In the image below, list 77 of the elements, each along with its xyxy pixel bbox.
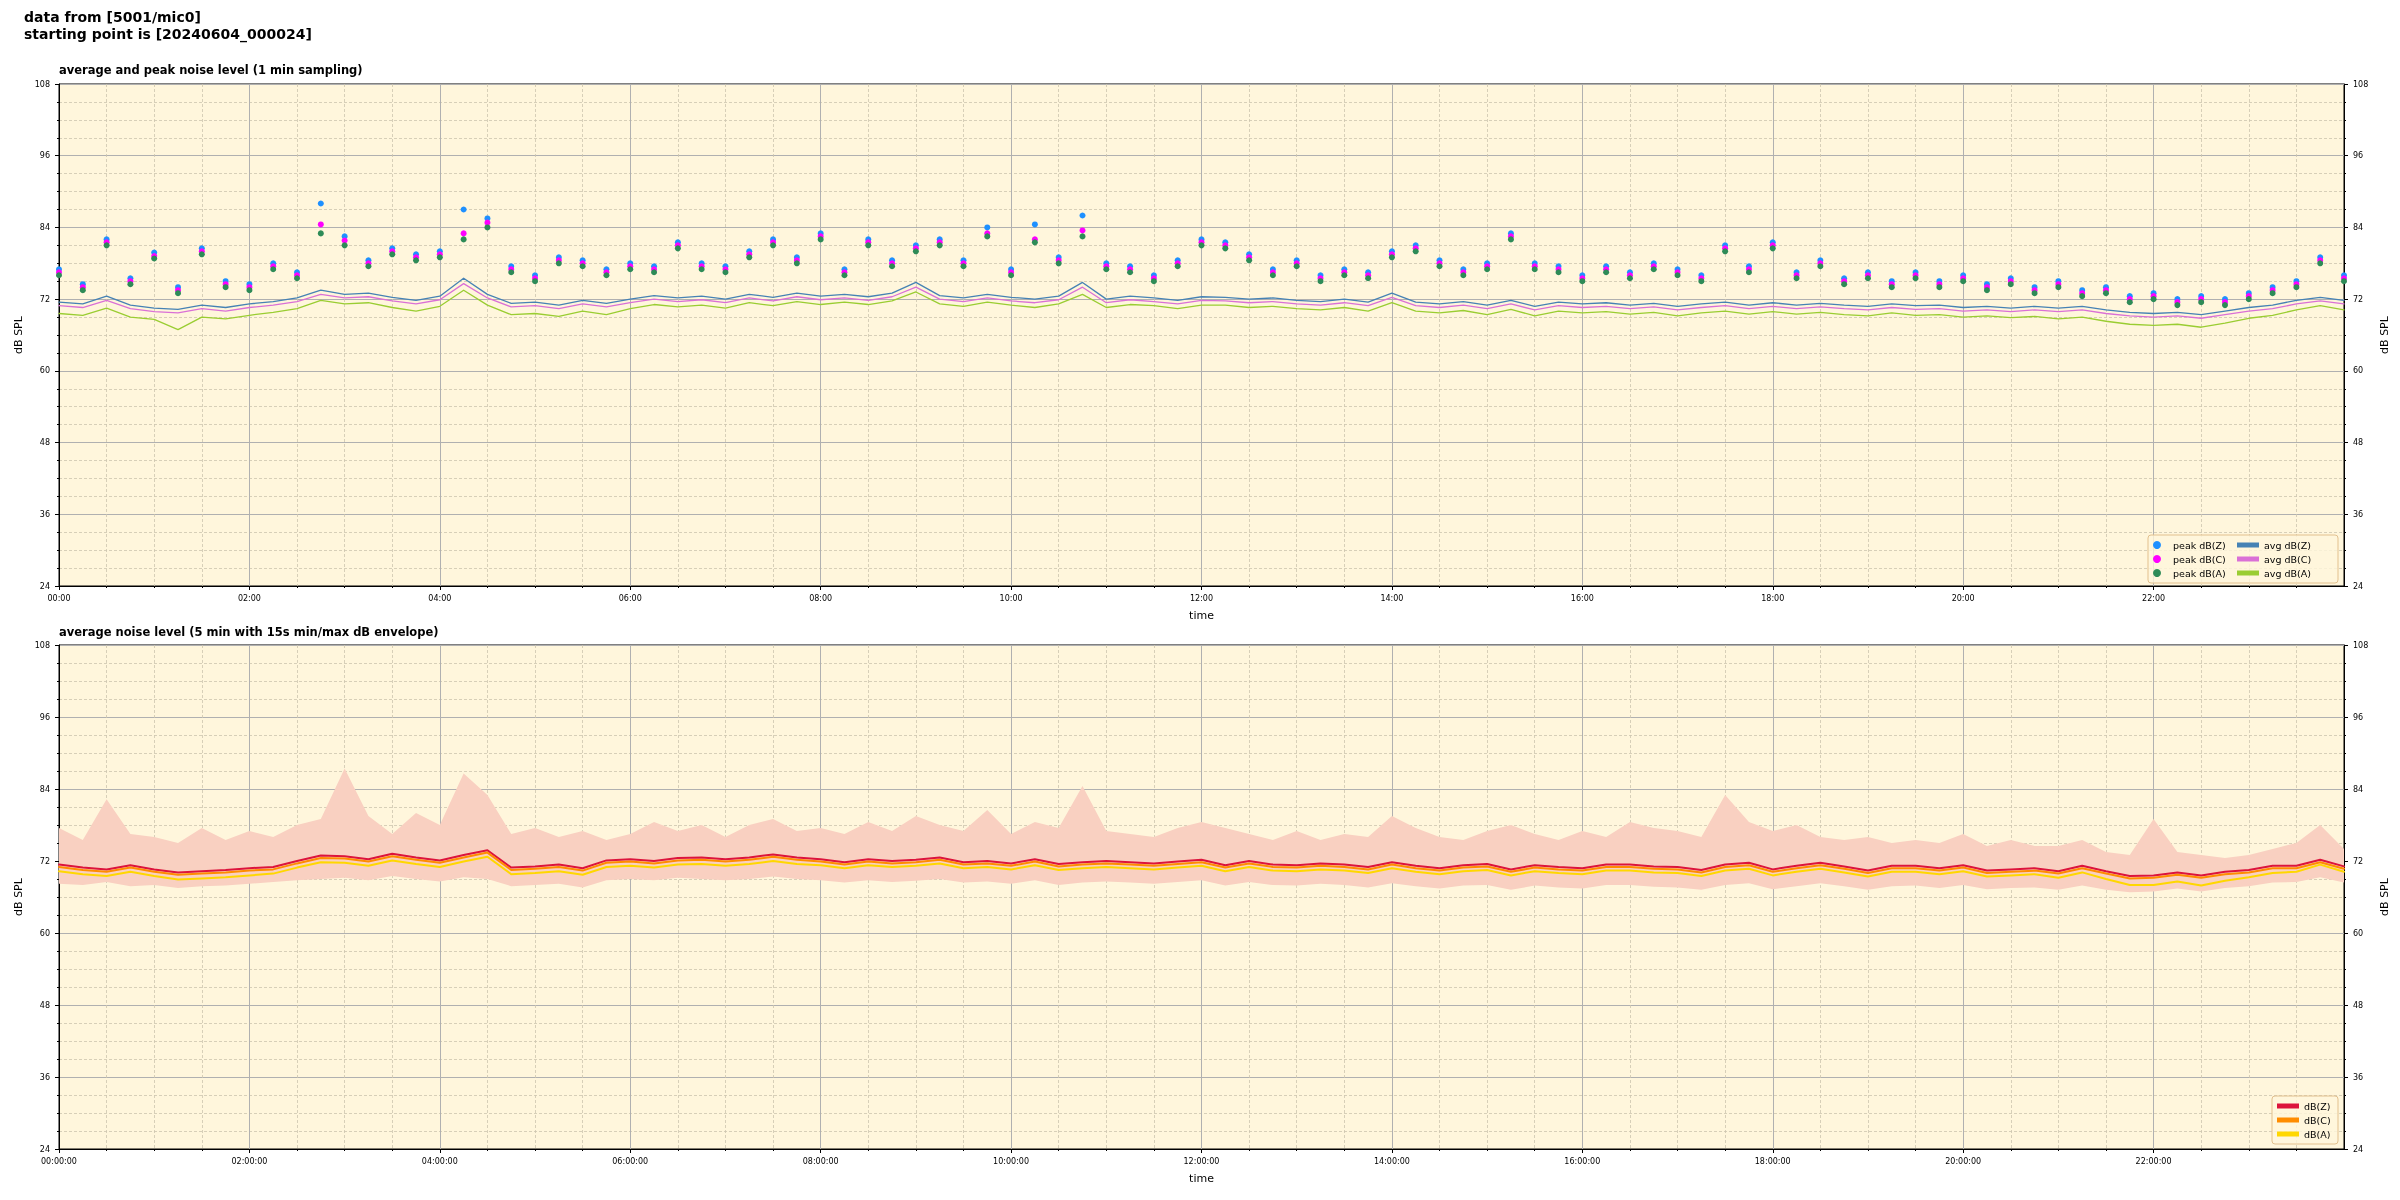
- x-tick-label: 00:00:00: [41, 1156, 77, 1166]
- x-tick-label: 16:00: [1570, 593, 1594, 603]
- chart-title: average and peak noise level (1 min sampling): [59, 63, 363, 77]
- x-tick-label: 16:00:00: [1564, 1156, 1601, 1166]
- y-tick-label: 96: [39, 151, 50, 161]
- y2-tick-label: 60: [2353, 928, 2364, 938]
- y-axis-title: dB SPL: [11, 315, 25, 354]
- x-tick-label: 02:00:00: [231, 1156, 268, 1166]
- x-tick-label: 04:00:00: [421, 1156, 458, 1166]
- x-tick-label: 12:00: [1189, 593, 1214, 603]
- y-tick-label: 84: [39, 784, 50, 794]
- x-tick-label: 02:00: [237, 593, 261, 603]
- y2-tick-label: 36: [2353, 509, 2364, 519]
- y-tick-label: 60: [39, 366, 50, 376]
- y-tick-label: 108: [34, 640, 50, 650]
- y2-tick-label: 60: [2353, 366, 2364, 376]
- x-tick-label: 22:00:00: [2135, 1156, 2172, 1166]
- y-tick-label: 96: [39, 712, 50, 722]
- chart-title: average noise level (5 min with 15s min/max dB envelope): [59, 625, 439, 639]
- y-tick-label: 48: [39, 1000, 50, 1010]
- y2-tick-label: 24: [2353, 581, 2364, 591]
- y-axis-title: dB SPL: [11, 877, 25, 916]
- x-tick-label: 22:00: [2142, 593, 2166, 603]
- y2-tick-label: 108: [2353, 79, 2369, 89]
- x-tick-label: 00:00: [47, 593, 71, 603]
- x-axis-title: time: [1189, 609, 1215, 622]
- y-tick-label: 24: [39, 581, 50, 591]
- y2-tick-label: 96: [2353, 712, 2364, 722]
- x-tick-label: 14:00:00: [1373, 1156, 1410, 1166]
- legend-label: peak dB(A): [2173, 567, 2226, 579]
- y-tick-label: 60: [39, 928, 50, 938]
- y2-tick-label: 72: [2353, 294, 2364, 304]
- y-tick-label: 48: [39, 438, 50, 448]
- y2-tick-label: 96: [2353, 151, 2364, 161]
- y-tick-label: 36: [39, 509, 50, 519]
- x-tick-label: 08:00:00: [802, 1156, 839, 1166]
- x-axis-title: time: [1189, 1172, 1215, 1185]
- legend-label: dB(C): [2304, 1114, 2331, 1126]
- y2-axis-title: dB SPL: [2378, 877, 2392, 916]
- x-tick-label: 06:00: [618, 593, 642, 603]
- legend-label: avg dB(Z): [2264, 539, 2311, 551]
- x-tick-label: 14:00: [1380, 593, 1404, 603]
- y2-tick-label: 48: [2353, 1000, 2364, 1010]
- legend-label: dB(A): [2304, 1128, 2331, 1140]
- y-tick-label: 36: [39, 1072, 50, 1082]
- y-tick-label: 84: [39, 222, 50, 232]
- x-tick-label: 20:00:00: [1945, 1156, 1982, 1166]
- x-tick-label: 18:00: [1761, 593, 1785, 603]
- y2-tick-label: 72: [2353, 856, 2364, 866]
- y2-tick-label: 48: [2353, 438, 2364, 448]
- text: data from [5001/mic0]: [24, 9, 201, 25]
- x-tick-label: 06:00:00: [612, 1156, 649, 1166]
- y2-tick-label: 36: [2353, 1072, 2364, 1082]
- y2-axis-title: dB SPL: [2378, 315, 2392, 354]
- x-tick-label: 18:00:00: [1754, 1156, 1791, 1166]
- y-tick-label: 24: [39, 1144, 50, 1154]
- x-tick-label: 20:00: [1951, 593, 1975, 603]
- line-series: [58, 289, 2345, 331]
- legend-label: avg dB(A): [2264, 567, 2311, 579]
- x-tick-label: 12:00:00: [1183, 1156, 1220, 1166]
- legend-label: peak dB(Z): [2173, 539, 2226, 551]
- y2-tick-label: 84: [2353, 222, 2364, 232]
- line-series: [58, 855, 2345, 887]
- y2-tick-label: 108: [2353, 640, 2369, 650]
- y-tick-label: 108: [34, 79, 50, 89]
- legend-label: avg dB(C): [2264, 553, 2312, 565]
- x-tick-label: 10:00: [999, 593, 1023, 603]
- x-tick-label: 04:00: [428, 593, 452, 603]
- y2-tick-label: 84: [2353, 784, 2364, 794]
- y2-tick-label: 24: [2353, 1144, 2364, 1154]
- legend-label: dB(Z): [2304, 1100, 2331, 1112]
- x-tick-label: 10:00:00: [993, 1156, 1030, 1166]
- text: starting point is [20240604_000024]: [24, 26, 312, 43]
- y-tick-label: 72: [39, 294, 50, 304]
- legend-label: peak dB(C): [2173, 553, 2226, 565]
- y-tick-label: 72: [39, 856, 50, 866]
- x-tick-label: 08:00: [809, 593, 833, 603]
